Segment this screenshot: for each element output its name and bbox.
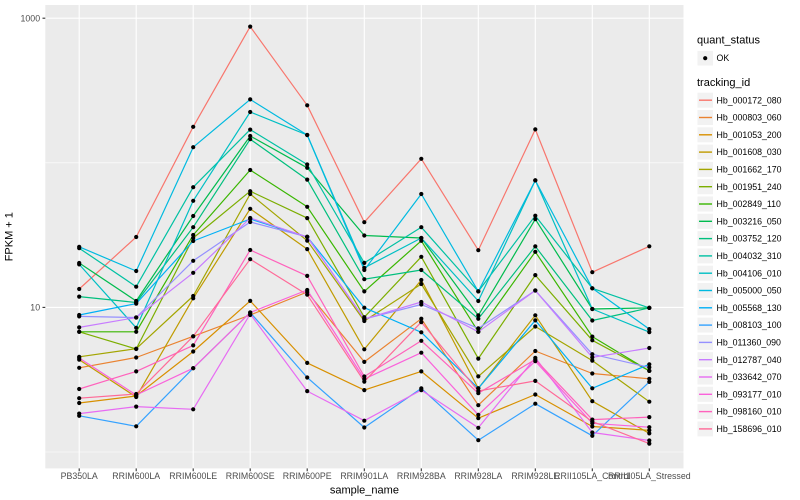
svg-text:RRIM928LE: RRIM928LE [511, 471, 559, 481]
svg-text:sample_name: sample_name [330, 485, 399, 497]
svg-text:RRIM600LA: RRIM600LA [112, 471, 160, 481]
svg-text:Hb_003752_120: Hb_003752_120 [717, 234, 782, 244]
svg-text:Hb_000172_080: Hb_000172_080 [717, 95, 782, 105]
svg-text:Hb_005568_130: Hb_005568_130 [717, 303, 782, 313]
svg-text:Hb_002849_110: Hb_002849_110 [717, 199, 782, 209]
svg-text:Hb_033642_070: Hb_033642_070 [717, 372, 782, 382]
svg-text:Hb_158696_010: Hb_158696_010 [717, 424, 782, 434]
svg-text:RRIM600LE: RRIM600LE [169, 471, 217, 481]
svg-text:PB350LA: PB350LA [61, 471, 98, 481]
svg-text:Hb_003216_050: Hb_003216_050 [717, 216, 782, 226]
svg-text:Hb_004032_310: Hb_004032_310 [717, 251, 782, 261]
svg-text:Hb_008103_100: Hb_008103_100 [717, 320, 782, 330]
svg-text:tracking_id: tracking_id [697, 77, 750, 89]
svg-text:Hb_005000_050: Hb_005000_050 [717, 286, 782, 296]
svg-text:Hb_004106_010: Hb_004106_010 [717, 268, 782, 278]
svg-text:Hb_001608_030: Hb_001608_030 [717, 147, 782, 157]
svg-text:RRII105LA_Stressed: RRII105LA_Stressed [608, 471, 691, 481]
svg-text:OK: OK [717, 53, 730, 63]
svg-text:Hb_093177_010: Hb_093177_010 [717, 389, 782, 399]
svg-text:RRIM600SE: RRIM600SE [226, 471, 275, 481]
svg-text:RRIM928LA: RRIM928LA [454, 471, 502, 481]
svg-text:Hb_000803_060: Hb_000803_060 [717, 113, 782, 123]
svg-text:Hb_011360_090: Hb_011360_090 [717, 338, 782, 348]
svg-text:1000: 1000 [21, 13, 41, 23]
svg-text:Hb_098160_010: Hb_098160_010 [717, 407, 782, 417]
svg-text:10: 10 [30, 303, 40, 313]
svg-text:RRIM901LA: RRIM901LA [340, 471, 388, 481]
svg-text:quant_status: quant_status [697, 35, 760, 47]
svg-text:RRIM600PE: RRIM600PE [283, 471, 332, 481]
svg-text:RRII105LA_Control: RRII105LA_Control [554, 471, 630, 481]
svg-text:Hb_001662_170: Hb_001662_170 [717, 165, 782, 175]
svg-text:Hb_012787_040: Hb_012787_040 [717, 355, 782, 365]
svg-text:Hb_001053_200: Hb_001053_200 [717, 130, 782, 140]
svg-text:FPKM + 1: FPKM + 1 [4, 212, 16, 261]
svg-text:Hb_001951_240: Hb_001951_240 [717, 182, 782, 192]
svg-text:RRIM928BA: RRIM928BA [397, 471, 446, 481]
